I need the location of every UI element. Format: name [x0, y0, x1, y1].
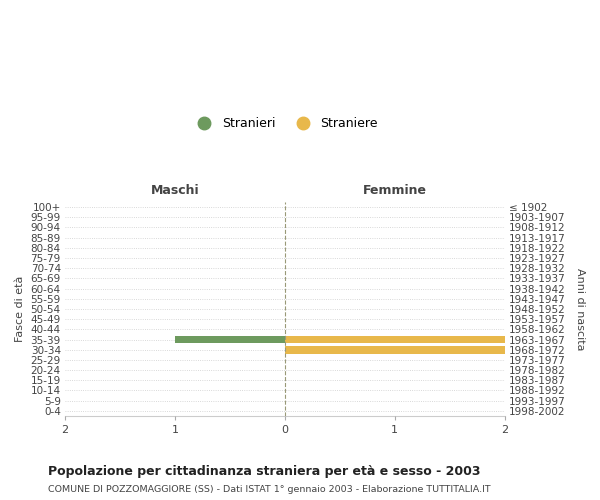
- Y-axis label: Anni di nascita: Anni di nascita: [575, 268, 585, 350]
- Text: Popolazione per cittadinanza straniera per età e sesso - 2003: Popolazione per cittadinanza straniera p…: [48, 465, 481, 478]
- Bar: [285, 336, 505, 344]
- Bar: [285, 346, 505, 354]
- Legend: Stranieri, Straniere: Stranieri, Straniere: [187, 112, 383, 135]
- Text: COMUNE DI POZZOMAGGIORE (SS) - Dati ISTAT 1° gennaio 2003 - Elaborazione TUTTITA: COMUNE DI POZZOMAGGIORE (SS) - Dati ISTA…: [48, 485, 491, 494]
- Bar: [175, 336, 285, 344]
- Y-axis label: Fasce di età: Fasce di età: [15, 276, 25, 342]
